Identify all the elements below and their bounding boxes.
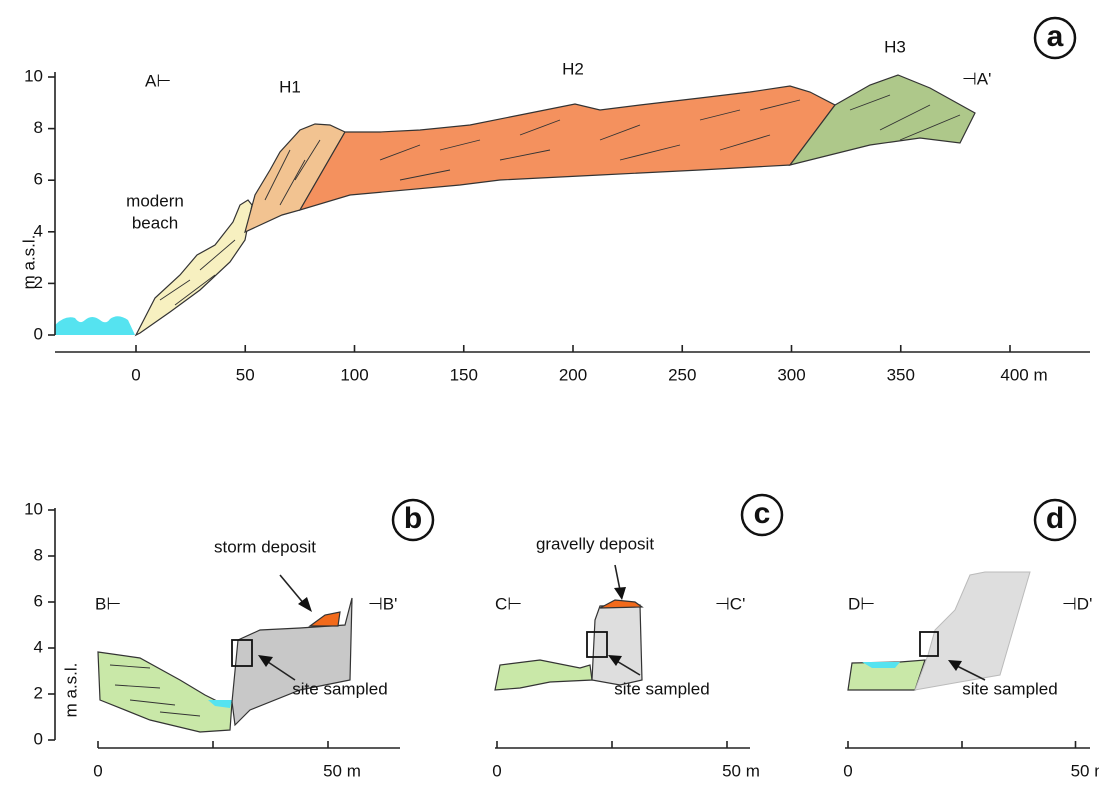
annotation: site sampled [962,679,1057,698]
water [862,662,900,668]
sample-box [919,631,939,657]
panel-badge [1033,498,1077,542]
y-tick-label: 6 [34,591,43,610]
y-tick-label: 4 [34,637,43,656]
section-start: D⊢ [848,594,875,613]
sample-box [231,639,253,667]
water [208,700,232,708]
x-tick-label: 100 [340,365,368,384]
unit-label: H2 [562,59,584,78]
x-tick-label: 50 m [323,761,361,780]
unit-label: H1 [279,77,301,96]
x-tick-label: 50 m [1071,761,1099,780]
arrow [264,659,296,681]
annotation: site sampled [614,679,709,698]
annotation: gravelly deposit [536,534,654,553]
arrow [279,574,306,606]
arrow [954,664,986,681]
unit-label: H3 [884,37,906,56]
panel-label: b [404,502,422,535]
panel-b-section [97,574,353,733]
panel-a-section [55,74,976,337]
arrow [614,564,621,591]
section-end: ⊣A' [962,69,991,88]
x-tick-label: 250 [668,365,696,384]
beach [134,199,253,337]
x-tick-label: 0 [93,761,102,780]
y-tick-label: 0 [34,729,43,748]
x-tick-label: 50 [236,365,255,384]
x-tick-label: 0 [843,761,852,780]
rock [231,597,353,727]
y-tick-label: 6 [34,170,43,189]
sample-box [586,631,608,658]
panel-badge [1033,16,1077,60]
panel-label: d [1046,502,1064,535]
y-axis-label: m a.s.l. [19,235,38,290]
y-tick-label: 0 [34,324,43,343]
x-tick-label: 300 [777,365,805,384]
x-tick-label: 400 m [1000,365,1047,384]
x-tick-label: 350 [887,365,915,384]
y-tick-label: 2 [34,273,43,292]
y-tick-label: 8 [34,118,43,137]
panel-d-section [847,571,1031,691]
panel-label: a [1047,20,1064,53]
x-tick-label: 0 [131,365,140,384]
sea [55,316,135,335]
panel-badge [391,498,435,542]
storm-deposit [308,611,341,627]
x-tick-label: 150 [450,365,478,384]
gravelly-deposit [599,599,644,609]
section-start: A⊢ [145,71,171,90]
lagoon-fill [97,651,233,733]
annotation: beach [132,213,178,232]
annotation: storm deposit [214,537,316,556]
panel-c-section [494,564,644,691]
unit-h3 [788,74,976,166]
annotation: modern [126,191,184,210]
panel-badge [740,493,784,537]
arrow [614,659,641,676]
section-end: ⊣D' [1062,594,1092,613]
section-start: B⊢ [95,594,121,613]
y-tick-label: 2 [34,683,43,702]
x-tick-label: 50 m [722,761,760,780]
y-tick-label: 8 [34,545,43,564]
x-tick-label: 0 [492,761,501,780]
x-tick-label: 200 [559,365,587,384]
y-tick-label: 10 [24,66,43,85]
section-start: C⊢ [495,594,522,613]
y-tick-label: 10 [24,499,43,518]
annotation: site sampled [292,679,387,698]
section-end: ⊣C' [715,594,745,613]
lagoon-fill [494,659,593,691]
y-tick-label: 4 [34,221,43,240]
rock [914,571,1031,691]
rock [591,604,643,686]
y-axis-label: m a.s.l. [61,663,80,718]
panel-label: c [754,497,771,530]
section-end: ⊣B' [368,594,397,613]
unit-h2 [298,85,836,212]
lagoon-fill [847,659,926,691]
